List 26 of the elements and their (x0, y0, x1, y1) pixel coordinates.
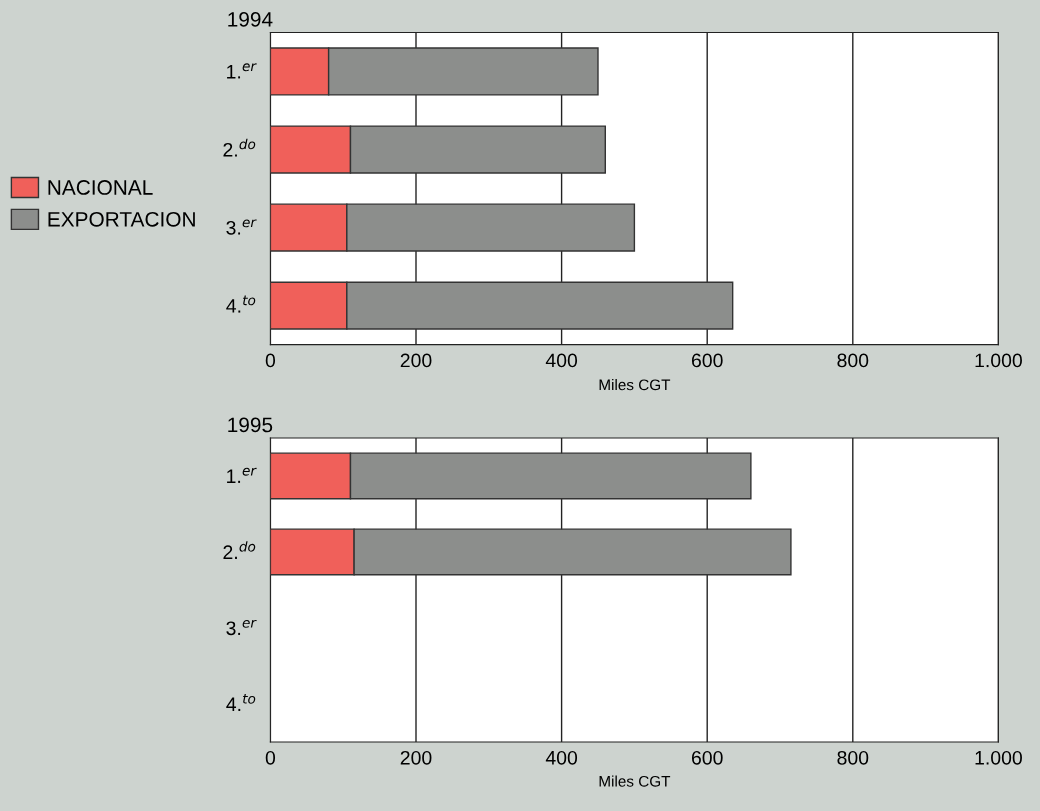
y-tick-label: 4.$^{to}$ (226, 693, 256, 711)
y-tick-label: 1.$^{er}$ (227, 467, 257, 483)
x-tick-label: 1.000 (975, 750, 1022, 765)
x-tick-label: 1.000 (975, 353, 1022, 368)
y-tick-label: 1.$^{er}$ (227, 63, 257, 79)
x-tick-label: 0 (265, 750, 276, 765)
x-tick-label: 800 (837, 750, 869, 765)
legend-label: EXPORTACION (48, 211, 195, 227)
x-tick-label: 400 (545, 353, 578, 368)
x-tick-label: 400 (545, 750, 578, 765)
chart-title: 1994 (228, 12, 273, 27)
legend-label: NACIONAL (48, 180, 153, 195)
y-tick-label: 2.$^{do}$ (223, 138, 256, 157)
x-tick-label: 200 (400, 353, 432, 368)
y-tick-label: 3.$^{er}$ (226, 619, 257, 636)
y-tick-label: 2.$^{do}$ (223, 541, 256, 559)
x-tick-label: 200 (400, 750, 432, 765)
x-tick-label: 0 (265, 353, 276, 368)
y-tick-label: 4.$^{to}$ (226, 295, 256, 313)
x-tick-label: 600 (691, 750, 723, 765)
x-tick-label: 600 (691, 353, 723, 368)
chart-title: 1995 (228, 417, 273, 433)
y-tick-label: 3.$^{er}$ (226, 219, 257, 235)
x-tick-label: 800 (837, 353, 869, 368)
x-axis-title: Miles CGT (599, 775, 671, 787)
x-axis-title: Miles CGT (599, 379, 671, 391)
